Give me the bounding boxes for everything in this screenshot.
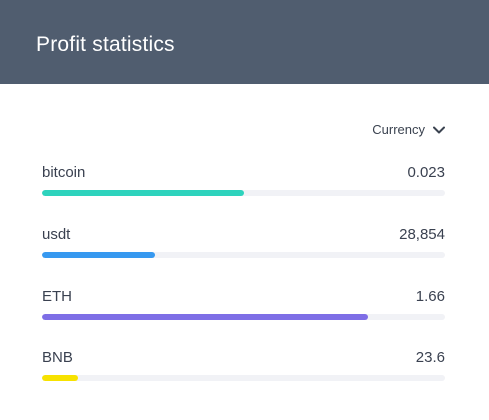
stat-label: BNB: [42, 349, 73, 366]
stat-value: 1.66: [415, 288, 445, 305]
stat-label: bitcoin: [42, 164, 86, 181]
progress-fill: [42, 190, 244, 196]
stat-value: 23.6: [415, 349, 445, 366]
progress-track: [42, 190, 445, 196]
currency-dropdown-label: Currency: [372, 122, 425, 137]
progress-track: [42, 252, 445, 258]
stat-row-eth: ETH 1.66: [42, 287, 445, 327]
card-header: Profit statistics: [0, 0, 489, 84]
progress-track: [42, 314, 445, 320]
progress-fill: [42, 252, 155, 258]
progress-fill: [42, 375, 79, 381]
card-title: Profit statistics: [36, 33, 175, 56]
stat-value: 0.023: [407, 164, 445, 181]
stat-label: ETH: [42, 288, 72, 305]
currency-dropdown[interactable]: Currency: [372, 121, 445, 139]
chevron-down-icon: [433, 126, 445, 134]
stat-value: 28,854: [399, 226, 445, 243]
progress-fill: [42, 314, 369, 320]
stat-label: usdt: [42, 226, 71, 243]
stat-row-usdt: usdt 28,854: [42, 225, 445, 265]
progress-track: [42, 375, 445, 381]
stat-row-bitcoin: bitcoin 0.023: [42, 163, 445, 203]
stat-row-bnb: BNB 23.6: [42, 348, 445, 388]
